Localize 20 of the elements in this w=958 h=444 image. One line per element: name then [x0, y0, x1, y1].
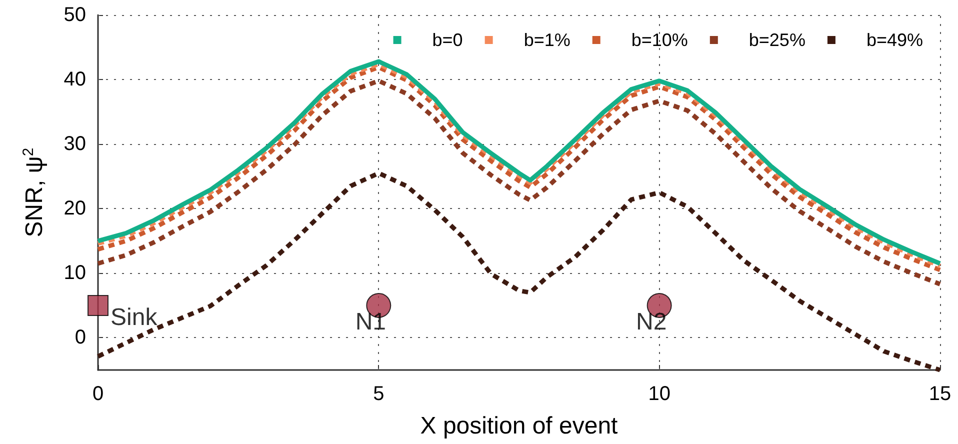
x-axis-title: X position of event [420, 412, 618, 440]
data-label: N1 [355, 308, 386, 336]
x-tick-label: 0 [92, 383, 104, 405]
x-tick-label: 5 [373, 383, 384, 405]
x-tick-label: 10 [648, 383, 670, 405]
x-tick-label: 15 [928, 383, 952, 405]
y-tick-label: 30 [64, 133, 86, 156]
y-tick-label: 50 [64, 4, 86, 26]
data-label: Sink [110, 304, 158, 331]
legend-label: b=1% [524, 30, 570, 50]
legend-label: b=0 [432, 30, 463, 50]
data-label: N2 [636, 308, 667, 336]
y-tick-label: 10 [64, 262, 86, 284]
legend-label: b=10% [631, 30, 688, 50]
y-tick-label: 20 [64, 198, 86, 220]
legend-label: b=25% [748, 30, 806, 50]
y-tick-label: 0 [74, 326, 86, 349]
y-tick-label: 40 [64, 68, 86, 91]
legend-label: b=49% [866, 30, 924, 50]
y-axis-title: SNR, ψ2 [20, 148, 48, 238]
